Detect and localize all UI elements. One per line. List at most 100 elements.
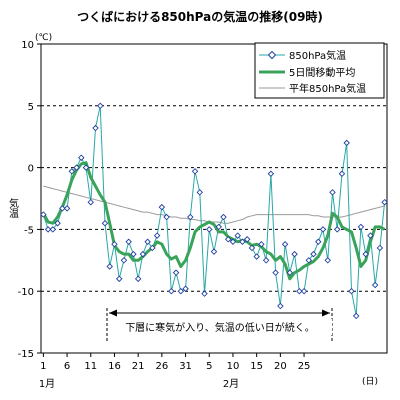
chart-title: つくばにおける850hPaの気温の推移(09時)	[77, 9, 323, 24]
data-point-daily-12	[97, 102, 104, 110]
data-point-daily-15	[111, 240, 118, 248]
data-point-daily-6	[68, 168, 76, 175]
series-line-normal	[43, 185, 385, 224]
data-point-daily-10	[87, 198, 95, 206]
data-point-daily-47	[262, 257, 270, 264]
x-tick-label-10: 20	[274, 361, 287, 372]
data-point-daily-9	[82, 164, 90, 171]
data-point-daily-7	[73, 164, 80, 171]
data-point-daily-23	[149, 244, 156, 252]
data-point-daily-36	[210, 248, 218, 255]
data-point-daily-52	[286, 269, 294, 276]
data-point-daily-46	[258, 240, 265, 248]
plot-frame	[40, 43, 388, 354]
data-point-daily-16	[115, 275, 123, 283]
legend-marker-daily	[267, 50, 277, 60]
data-point-daily-11	[92, 124, 99, 132]
data-point-daily-70	[371, 281, 379, 289]
data-point-daily-1	[44, 226, 52, 233]
axis-layer	[37, 43, 388, 357]
y-tick-label-4: -10	[18, 287, 34, 298]
x-tick-label-5: 26	[155, 361, 168, 372]
data-point-daily-51	[281, 240, 289, 248]
data-point-daily-34	[201, 290, 208, 297]
data-point-daily-21	[139, 250, 147, 258]
data-point-daily-27	[168, 287, 175, 295]
data-point-daily-29	[177, 287, 185, 295]
y-tick-label-2: 0	[28, 164, 34, 175]
data-point-daily-72	[381, 198, 388, 206]
data-point-daily-20	[134, 275, 142, 283]
x-tick-label-1: 6	[64, 361, 70, 372]
data-point-daily-65	[348, 287, 355, 295]
x-tick-labels: 1 6 11 16 21 26 31 5 10 15 20 25	[40, 361, 310, 372]
data-point-daily-58	[315, 238, 322, 245]
series-line-daily	[42, 105, 386, 316]
x-unit-label: (日)	[362, 376, 378, 387]
y-tick-label-0: 10	[21, 40, 34, 51]
y-tick-labels: 10 5 0 -5 -10 -15	[18, 40, 34, 360]
data-point-daily-40	[229, 238, 237, 245]
x-tick-label-0: 1	[40, 361, 46, 372]
x-tick-label-2: 11	[84, 361, 97, 372]
data-point-daily-63	[338, 170, 346, 178]
data-point-daily-26	[163, 213, 170, 221]
grid-layer	[41, 105, 387, 292]
data-point-daily-53	[291, 250, 298, 258]
data-point-daily-2	[49, 226, 57, 233]
data-point-daily-44	[248, 244, 256, 252]
data-point-daily-30	[182, 285, 189, 292]
x-tick-label-9: 15	[250, 361, 263, 372]
legend: 850hPa気温 5日間移動平均 平年850hPa気温	[254, 42, 385, 99]
series-layer	[40, 102, 388, 320]
data-point-daily-60	[324, 257, 331, 264]
x-tick-label-6: 31	[179, 361, 192, 372]
data-point-daily-19	[130, 250, 137, 258]
data-point-daily-4	[59, 205, 66, 212]
data-point-daily-8	[78, 154, 85, 161]
data-point-daily-64	[343, 139, 350, 147]
data-point-daily-41	[234, 232, 241, 239]
data-point-daily-67	[357, 223, 365, 231]
data-point-daily-37	[215, 223, 222, 231]
y-unit-label: (℃)	[35, 33, 52, 43]
data-point-daily-66	[352, 312, 360, 320]
x-tick-label-7: 5	[206, 361, 212, 372]
data-point-daily-55	[300, 287, 308, 295]
annotation-text-bg	[114, 319, 332, 335]
data-point-daily-32	[191, 168, 199, 175]
data-point-daily-24	[153, 232, 161, 239]
data-point-daily-43	[243, 236, 251, 243]
data-point-daily-35	[206, 226, 213, 233]
data-point-daily-62	[333, 226, 341, 233]
data-point-daily-0	[40, 211, 47, 218]
data-point-daily-49	[272, 269, 279, 276]
y-tick-label-3: -5	[24, 225, 34, 236]
annotation: 下層に寒気が入り、気温の低い日が続く。	[106, 308, 333, 341]
data-point-daily-50	[277, 302, 284, 310]
annotation-text: 下層に寒気が入り、気温の低い日が続く。	[125, 321, 315, 334]
data-point-daily-18	[125, 238, 132, 245]
data-point-daily-54	[296, 287, 303, 295]
data-point-daily-57	[310, 250, 317, 258]
annotation-arrow-left-head	[109, 309, 117, 317]
y-axis-label: 気温	[7, 197, 19, 218]
data-point-daily-61	[329, 189, 336, 196]
data-point-daily-33	[196, 189, 204, 196]
annotation-arrow-right-head	[322, 309, 330, 317]
legend-label-daily: 850hPa気温	[289, 49, 346, 62]
data-point-daily-28	[172, 269, 180, 276]
x-tick-label-11: 25	[298, 361, 311, 372]
data-point-daily-42	[239, 238, 246, 245]
y-tick-label-1: 5	[28, 102, 34, 113]
x-tick-label-4: 21	[132, 361, 145, 372]
data-point-daily-14	[106, 263, 113, 270]
legend-label-normal: 平年850hPa気温	[289, 82, 366, 95]
y-tick-label-5: -15	[18, 349, 34, 360]
data-point-daily-68	[362, 250, 369, 258]
series-line-moving-average	[42, 161, 386, 281]
data-point-daily-69	[367, 232, 374, 239]
data-point-daily-5	[63, 205, 71, 212]
data-point-daily-39	[224, 236, 232, 243]
